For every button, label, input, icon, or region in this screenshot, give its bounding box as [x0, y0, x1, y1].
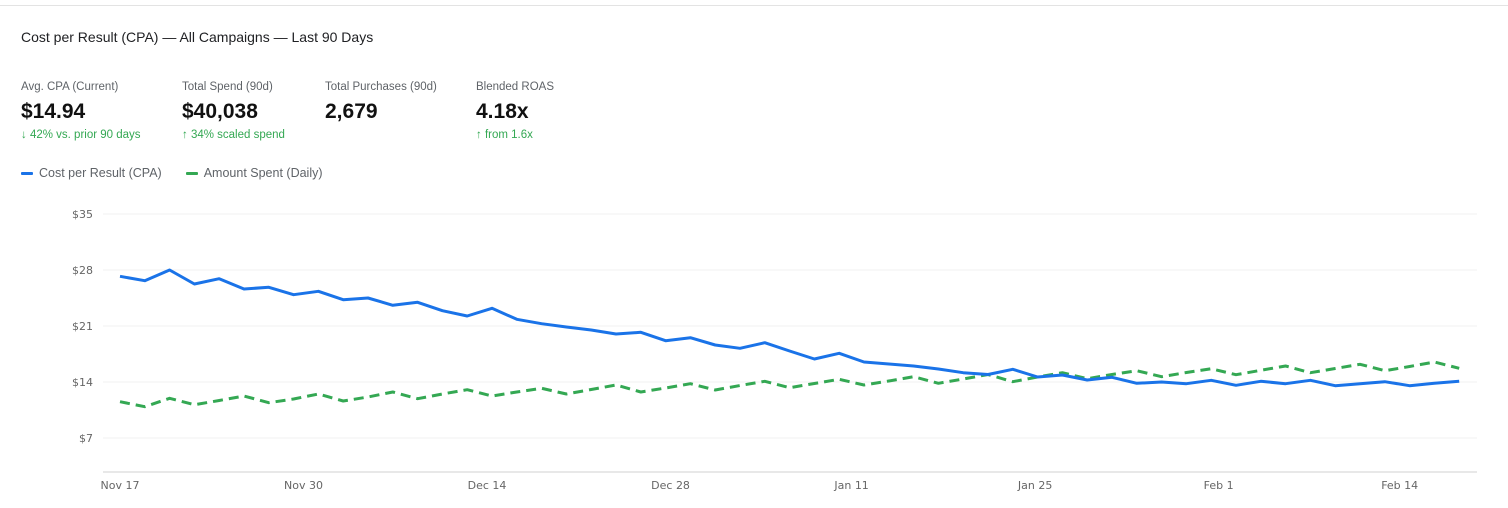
legend-swatch-blue-line-icon: [21, 171, 33, 175]
spend-series-line: [119, 360, 1460, 409]
kpi-label: Total Purchases (90d): [325, 81, 437, 93]
y-tick-label: $35: [72, 208, 93, 221]
y-tick-label: $7: [79, 432, 93, 445]
kpi-blended-roas: Blended ROAS 4.18x ↑ from 1.6x: [476, 80, 626, 142]
kpi-value: $14.94: [21, 100, 86, 123]
chart-series: [119, 268, 1460, 409]
legend-item-cpa[interactable]: Cost per Result (CPA): [21, 166, 162, 180]
kpi-value: 2,679: [325, 100, 378, 123]
kpi-label: Blended ROAS: [476, 81, 554, 93]
legend-swatch-green-line-icon: [185, 171, 198, 175]
cpa-series-line: [119, 268, 1460, 388]
kpi-row: Avg. CPA (Current) $14.94 ↓ 42% vs. prio…: [21, 80, 626, 142]
x-tick-label: Jan 25: [1017, 479, 1052, 492]
kpi-total-purchases: Total Purchases (90d) 2,679: [325, 80, 476, 142]
kpi-trend: ↑ 34% scaled spend: [182, 129, 285, 141]
x-tick-label: Feb 1: [1204, 479, 1234, 492]
y-gridlines: [103, 213, 1477, 439]
x-tick-label: Dec 28: [651, 479, 690, 492]
kpi-value: 4.18x: [476, 100, 529, 123]
chart-title: Cost per Result (CPA) — All Campaigns — …: [21, 29, 374, 45]
y-tick-label: $14: [72, 376, 93, 389]
kpi-trend: ↑ from 1.6x: [476, 129, 533, 141]
kpi-total-spend: Total Spend (90d) $40,038 ↑ 34% scaled s…: [182, 80, 325, 142]
legend-item-spend[interactable]: Amount Spent (Daily): [185, 166, 323, 180]
y-tick-label: $28: [72, 264, 93, 277]
x-axis-ticks: Nov 17 Nov 30 Dec 14 Dec 28 Jan 11 Jan 25 Feb …: [101, 479, 1419, 492]
kpi-label: Total Spend (90d): [182, 81, 273, 93]
x-tick-label: Feb 14: [1381, 479, 1418, 492]
line-chart: $7 $14 $21 $28 $35 Nov 17 Nov 30 Dec 14 Dec 28 J…: [72, 208, 1477, 492]
kpi-label: Avg. CPA (Current): [21, 81, 119, 93]
kpi-avg-cpa: Avg. CPA (Current) $14.94 ↓ 42% vs. prio…: [21, 80, 182, 142]
x-tick-label: Nov 17: [101, 479, 140, 492]
top-divider: [0, 5, 1508, 6]
x-tick-label: Dec 14: [468, 479, 507, 492]
legend-label: Amount Spent (Daily): [203, 166, 323, 180]
kpi-value: $40,038: [182, 100, 258, 123]
y-axis-ticks: $7 $14 $21 $28 $35: [72, 208, 93, 445]
y-tick-label: $21: [72, 320, 93, 333]
x-tick-label: Nov 30: [284, 479, 323, 492]
chart-legend: Cost per Result (CPA) Amount Spent (Dail…: [21, 166, 347, 180]
x-tick-label: Jan 11: [833, 479, 868, 492]
kpi-trend: ↓ 42% vs. prior 90 days: [21, 129, 141, 141]
legend-label: Cost per Result (CPA): [39, 166, 162, 180]
